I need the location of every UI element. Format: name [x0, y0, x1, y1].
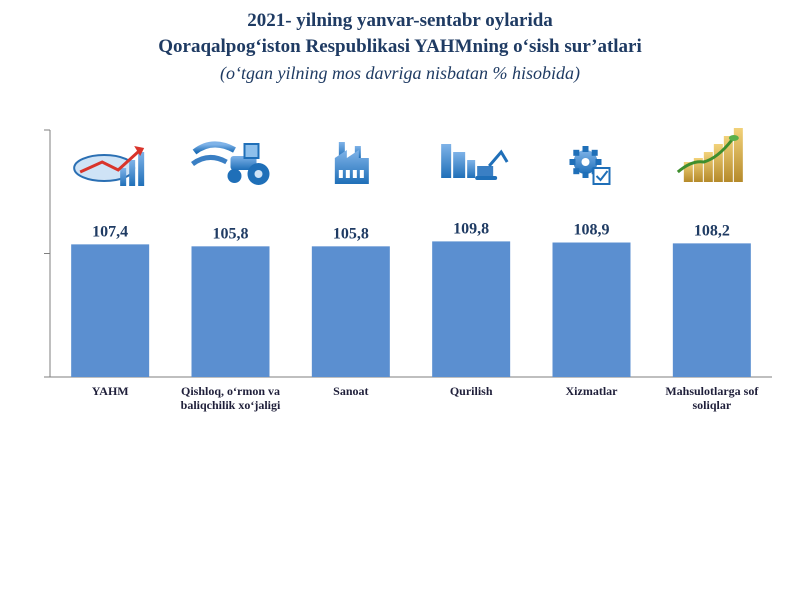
category-label: Xizmatlar — [566, 384, 619, 398]
money-growth-icon — [676, 128, 743, 182]
economy-chart-icon — [73, 146, 145, 186]
bar-value-label: 107,4 — [92, 223, 128, 240]
category-label: Mahsulotlarga sof soliqlar — [665, 384, 759, 412]
category-label: Qishloq, o‘rmon va baliqchilik xo‘jaligi — [181, 384, 281, 412]
bar — [432, 241, 511, 377]
bar-value-label: 105,8 — [213, 225, 249, 242]
tractor-icon — [191, 141, 270, 185]
chart-title: 2021- yilning yanvar-sentabr oylarida — [247, 10, 553, 31]
construction-excavator-icon — [441, 144, 509, 180]
bar — [672, 243, 751, 377]
bar-value-label: 105,8 — [333, 225, 369, 242]
bar — [71, 244, 150, 377]
category-label: YAHM — [92, 384, 129, 398]
bar — [311, 246, 390, 377]
chart-title-line2: Qoraqalpog‘iston Respublikasi YAHMning o… — [158, 36, 642, 57]
chart-subtitle: (o‘tgan yilning mos davriga nisbatan % h… — [220, 63, 580, 83]
gear-document-icon — [569, 146, 611, 185]
bar — [552, 242, 631, 377]
bar-value-label: 108,9 — [574, 222, 610, 239]
factory-icon — [334, 142, 369, 184]
chart-title-block: 2021- yilning yanvar-sentabr oylarida Qo… — [0, 8, 800, 86]
bar — [191, 246, 270, 377]
category-label: Qurilish — [450, 384, 493, 398]
bar-value-label: 108,2 — [694, 222, 730, 239]
bar-value-label: 109,8 — [453, 220, 489, 237]
category-label: Sanoat — [333, 384, 368, 398]
